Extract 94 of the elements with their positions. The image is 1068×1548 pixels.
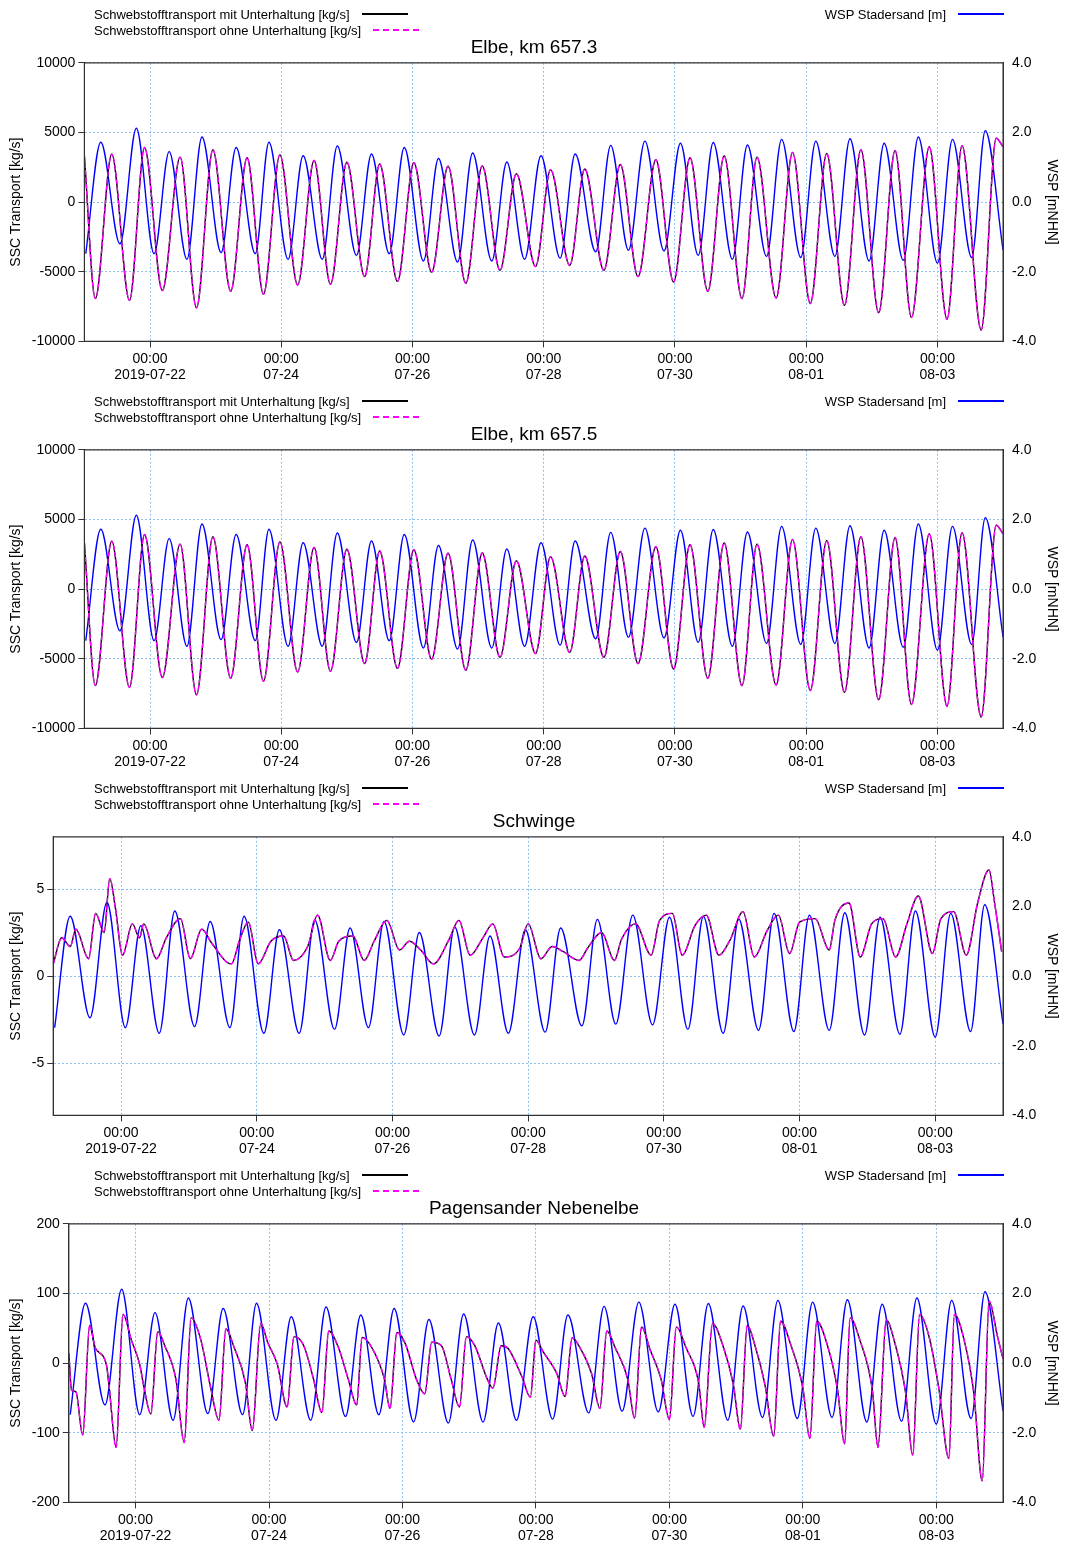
x-tick-label: 00:00 08-03 xyxy=(918,1510,955,1544)
y2-axis-title: WSP [mNHN] xyxy=(1044,933,1061,1019)
x-tick-label: 00:00 07-28 xyxy=(518,1510,555,1544)
x-tick-label: 00:00 2019-07-22 xyxy=(114,349,187,383)
x-tick-label: 00:00 07-24 xyxy=(251,1510,288,1544)
x-tick-label: 00:00 07-30 xyxy=(651,1510,688,1544)
legend-label: WSP Stadersand [m] xyxy=(824,1167,946,1183)
y-tick-label: -200 xyxy=(31,1493,61,1510)
chart-title: Pagensander Nebenelbe xyxy=(428,1196,640,1218)
x-tick-label: 00:00 08-03 xyxy=(919,736,956,770)
y2-tick-label: 4.0 xyxy=(1012,827,1032,844)
y-axis-title: SSC Transport [kg/s] xyxy=(7,524,24,654)
x-tick-label: 00:00 07-28 xyxy=(525,349,562,383)
y2-tick-label: -4.0 xyxy=(1012,332,1037,349)
y2-tick-label: 0.0 xyxy=(1012,579,1032,596)
x-tick-label: 00:00 07-24 xyxy=(238,1123,275,1157)
x-tick-label: 00:00 07-28 xyxy=(510,1123,547,1157)
line-series xyxy=(85,514,1004,651)
x-tick-label: 00:00 07-24 xyxy=(263,736,300,770)
y2-tick-label: 2.0 xyxy=(1012,123,1032,140)
x-tick-label: 00:00 08-03 xyxy=(917,1123,954,1157)
y-tick-label: 0 xyxy=(52,1353,61,1370)
chart-title: Elbe, km 657.3 xyxy=(470,35,598,57)
x-tick-label: 00:00 07-30 xyxy=(657,349,694,383)
y-tick-label: 10000 xyxy=(36,440,76,457)
y2-tick-label: 2.0 xyxy=(1012,1284,1032,1301)
y-tick-label: 5 xyxy=(36,879,45,896)
legend-label: Schwebstofftransport mit Unterhaltung [kg/s] xyxy=(94,1167,350,1183)
chart-title: Elbe, km 657.5 xyxy=(470,422,598,444)
x-tick-label: 00:00 07-30 xyxy=(645,1123,682,1157)
y-tick-label: -10000 xyxy=(31,332,76,349)
y-tick-label: 5000 xyxy=(44,510,76,527)
y-tick-label: 0 xyxy=(36,966,45,983)
x-tick-label: 00:00 07-26 xyxy=(394,736,431,770)
y2-tick-label: -4.0 xyxy=(1012,1106,1037,1123)
y-tick-label: -5000 xyxy=(39,649,76,666)
y2-axis-title: WSP [mNHN] xyxy=(1044,1320,1061,1406)
x-tick-label: 00:00 2019-07-22 xyxy=(99,1510,172,1544)
y2-tick-label: -4.0 xyxy=(1012,719,1037,736)
y-tick-label: 200 xyxy=(36,1214,61,1231)
legend-label: Schwebstofftransport ohne Unterhaltung [kg/s] xyxy=(94,796,362,812)
y-axis-title: SSC Transport [kg/s] xyxy=(7,137,24,267)
x-tick-label: 00:00 07-26 xyxy=(394,349,431,383)
y2-tick-label: 4.0 xyxy=(1012,440,1032,457)
y-axis-title: SSC Transport [kg/s] xyxy=(7,1298,24,1428)
y2-tick-label: -2.0 xyxy=(1012,649,1037,666)
y-tick-label: 0 xyxy=(67,579,76,596)
y2-tick-label: 4.0 xyxy=(1012,1214,1032,1231)
y2-tick-label: -2.0 xyxy=(1012,1036,1037,1053)
x-tick-label: 00:00 07-24 xyxy=(263,349,300,383)
y2-tick-label: -4.0 xyxy=(1012,1493,1037,1510)
line-series xyxy=(85,127,1004,264)
y2-tick-label: 2.0 xyxy=(1012,510,1032,527)
y2-tick-label: 2.0 xyxy=(1012,897,1032,914)
y-axis-title: SSC Transport [kg/s] xyxy=(7,911,24,1041)
y2-tick-label: 4.0 xyxy=(1012,53,1032,70)
y2-tick-label: -2.0 xyxy=(1012,1423,1037,1440)
legend-label: WSP Stadersand [m] xyxy=(824,6,946,22)
y2-tick-label: 0.0 xyxy=(1012,966,1032,983)
legend-label: Schwebstofftransport ohne Unterhaltung [kg/s] xyxy=(94,22,362,38)
x-tick-label: 00:00 07-30 xyxy=(657,736,694,770)
x-tick-label: 00:00 07-26 xyxy=(374,1123,411,1157)
y-tick-label: 0 xyxy=(67,192,76,209)
x-tick-label: 00:00 07-28 xyxy=(525,736,562,770)
chart-title: Schwinge xyxy=(492,809,576,831)
legend-label: Schwebstofftransport mit Unterhaltung [kg/s] xyxy=(94,780,350,796)
x-tick-label: 00:00 08-01 xyxy=(784,1510,821,1544)
y2-axis-title: WSP [mNHN] xyxy=(1044,546,1061,632)
x-tick-label: 00:00 2019-07-22 xyxy=(114,736,187,770)
y2-tick-label: -2.0 xyxy=(1012,262,1037,279)
y-tick-label: -5000 xyxy=(39,262,76,279)
legend-label: WSP Stadersand [m] xyxy=(824,780,946,796)
y-tick-label: -5 xyxy=(31,1054,45,1071)
y-tick-label: 5000 xyxy=(44,123,76,140)
y-tick-label: -100 xyxy=(31,1423,61,1440)
y2-axis-title: WSP [mNHN] xyxy=(1044,159,1061,245)
x-tick-label: 00:00 2019-07-22 xyxy=(85,1123,158,1157)
line-series xyxy=(69,1288,1004,1425)
legend-label: Schwebstofftransport mit Unterhaltung [kg/s] xyxy=(94,6,350,22)
x-tick-label: 00:00 07-26 xyxy=(384,1510,421,1544)
y2-tick-label: 0.0 xyxy=(1012,1353,1032,1370)
y-tick-label: -10000 xyxy=(31,719,76,736)
x-tick-label: 00:00 08-01 xyxy=(788,349,825,383)
line-series xyxy=(53,901,1004,1038)
legend-label: Schwebstofftransport ohne Unterhaltung [kg/s] xyxy=(94,409,362,425)
y2-tick-label: 0.0 xyxy=(1012,192,1032,209)
x-tick-label: 00:00 08-01 xyxy=(781,1123,818,1157)
x-tick-label: 00:00 08-01 xyxy=(788,736,825,770)
legend-label: WSP Stadersand [m] xyxy=(824,393,946,409)
x-tick-label: 00:00 08-03 xyxy=(919,349,956,383)
y-tick-label: 10000 xyxy=(36,53,76,70)
legend-label: Schwebstofftransport ohne Unterhaltung [kg/s] xyxy=(94,1183,362,1199)
y-tick-label: 100 xyxy=(36,1284,61,1301)
legend-label: Schwebstofftransport mit Unterhaltung [kg/s] xyxy=(94,393,350,409)
